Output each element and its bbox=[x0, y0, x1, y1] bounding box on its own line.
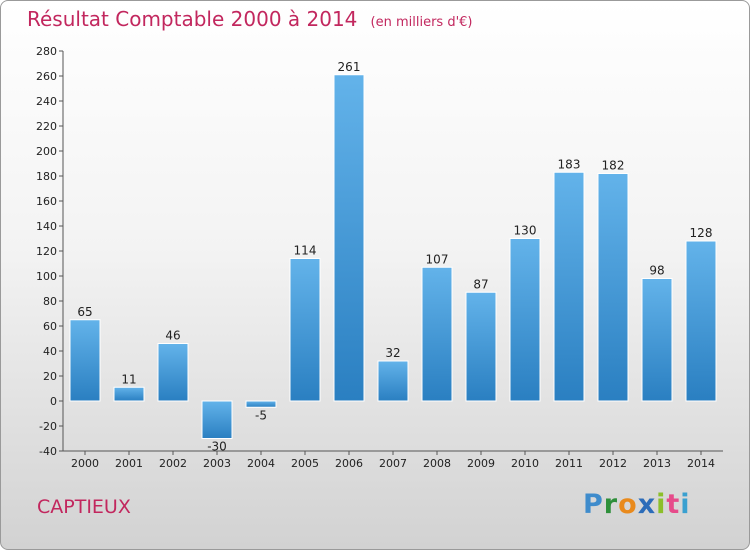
logo-letter: i bbox=[656, 489, 667, 520]
bar-value-label: 128 bbox=[690, 226, 713, 240]
bar bbox=[201, 400, 233, 439]
chart-title-text: Résultat Comptable 2000 à 2014 bbox=[27, 7, 358, 31]
bar bbox=[245, 400, 277, 408]
bar bbox=[685, 240, 717, 402]
bar-value-label: 46 bbox=[165, 329, 180, 343]
x-tick-label: 2002 bbox=[159, 457, 187, 470]
bar bbox=[157, 343, 189, 402]
x-tick-label: 2012 bbox=[599, 457, 627, 470]
y-tick-label: 120 bbox=[36, 245, 57, 258]
bar-value-label: 182 bbox=[602, 159, 625, 173]
x-tick-label: 2000 bbox=[71, 457, 99, 470]
bar-value-label: 65 bbox=[77, 305, 92, 319]
y-tick-label: 60 bbox=[43, 320, 57, 333]
x-tick-label: 2005 bbox=[291, 457, 319, 470]
x-tick-label: 2014 bbox=[687, 457, 715, 470]
bar-value-label: 261 bbox=[338, 60, 361, 74]
bar bbox=[69, 319, 101, 402]
bar bbox=[421, 266, 453, 402]
bar-value-label: 87 bbox=[473, 277, 488, 291]
y-tick-label: 240 bbox=[36, 95, 57, 108]
logo-letter: t bbox=[666, 489, 681, 520]
bar-value-label: 130 bbox=[514, 224, 537, 238]
y-tick-label: 140 bbox=[36, 220, 57, 233]
logo-letter: i bbox=[680, 489, 691, 520]
x-tick-label: 2013 bbox=[643, 457, 671, 470]
bar bbox=[465, 291, 497, 402]
bar bbox=[333, 74, 365, 402]
bar bbox=[289, 258, 321, 402]
y-tick-label: 100 bbox=[36, 270, 57, 283]
logo-letter: x bbox=[637, 489, 657, 520]
x-tick-label: 2007 bbox=[379, 457, 407, 470]
bar-value-label: 11 bbox=[121, 372, 136, 386]
bar-value-label: 107 bbox=[426, 252, 449, 266]
bar-value-label: 32 bbox=[385, 346, 400, 360]
bar-value-label: -5 bbox=[255, 408, 267, 422]
proxiti-logo: Proxiti bbox=[583, 489, 691, 520]
y-tick-label: 40 bbox=[43, 345, 57, 358]
x-tick-label: 2006 bbox=[335, 457, 363, 470]
bar bbox=[597, 173, 629, 402]
commune-name: CAPTIEUX bbox=[37, 496, 131, 518]
y-tick-label: 260 bbox=[36, 70, 57, 83]
bar bbox=[553, 171, 585, 402]
x-tick-label: 2010 bbox=[511, 457, 539, 470]
chart-unit: (en milliers d'€) bbox=[370, 15, 473, 30]
y-tick-label: 20 bbox=[43, 370, 57, 383]
logo-letter: r bbox=[603, 489, 619, 520]
x-tick-label: 2004 bbox=[247, 457, 275, 470]
x-tick-label: 2009 bbox=[467, 457, 495, 470]
bar-value-label: 114 bbox=[294, 244, 317, 258]
bar bbox=[509, 238, 541, 402]
x-tick-label: 2001 bbox=[115, 457, 143, 470]
y-tick-label: 200 bbox=[36, 145, 57, 158]
x-tick-label: 2011 bbox=[555, 457, 583, 470]
bar bbox=[641, 278, 673, 402]
y-tick-label: -40 bbox=[39, 445, 57, 458]
y-tick-label: 220 bbox=[36, 120, 57, 133]
chart-title: Résultat Comptable 2000 à 2014 (en milli… bbox=[27, 7, 472, 31]
y-tick-label: 80 bbox=[43, 295, 57, 308]
y-tick-label: 0 bbox=[50, 395, 57, 408]
y-tick-label: -20 bbox=[39, 420, 57, 433]
x-tick-label: 2008 bbox=[423, 457, 451, 470]
logo-letter: o bbox=[618, 489, 638, 520]
bar-value-label: -30 bbox=[207, 440, 227, 454]
y-tick-label: 280 bbox=[36, 45, 57, 58]
x-tick-label: 2003 bbox=[203, 457, 231, 470]
y-tick-label: 160 bbox=[36, 195, 57, 208]
bar-value-label: 98 bbox=[649, 264, 664, 278]
bar bbox=[113, 386, 145, 402]
logo-letter: P bbox=[583, 489, 604, 520]
bar-value-label: 183 bbox=[558, 157, 581, 171]
y-tick-label: 180 bbox=[36, 170, 57, 183]
bar bbox=[377, 360, 409, 402]
